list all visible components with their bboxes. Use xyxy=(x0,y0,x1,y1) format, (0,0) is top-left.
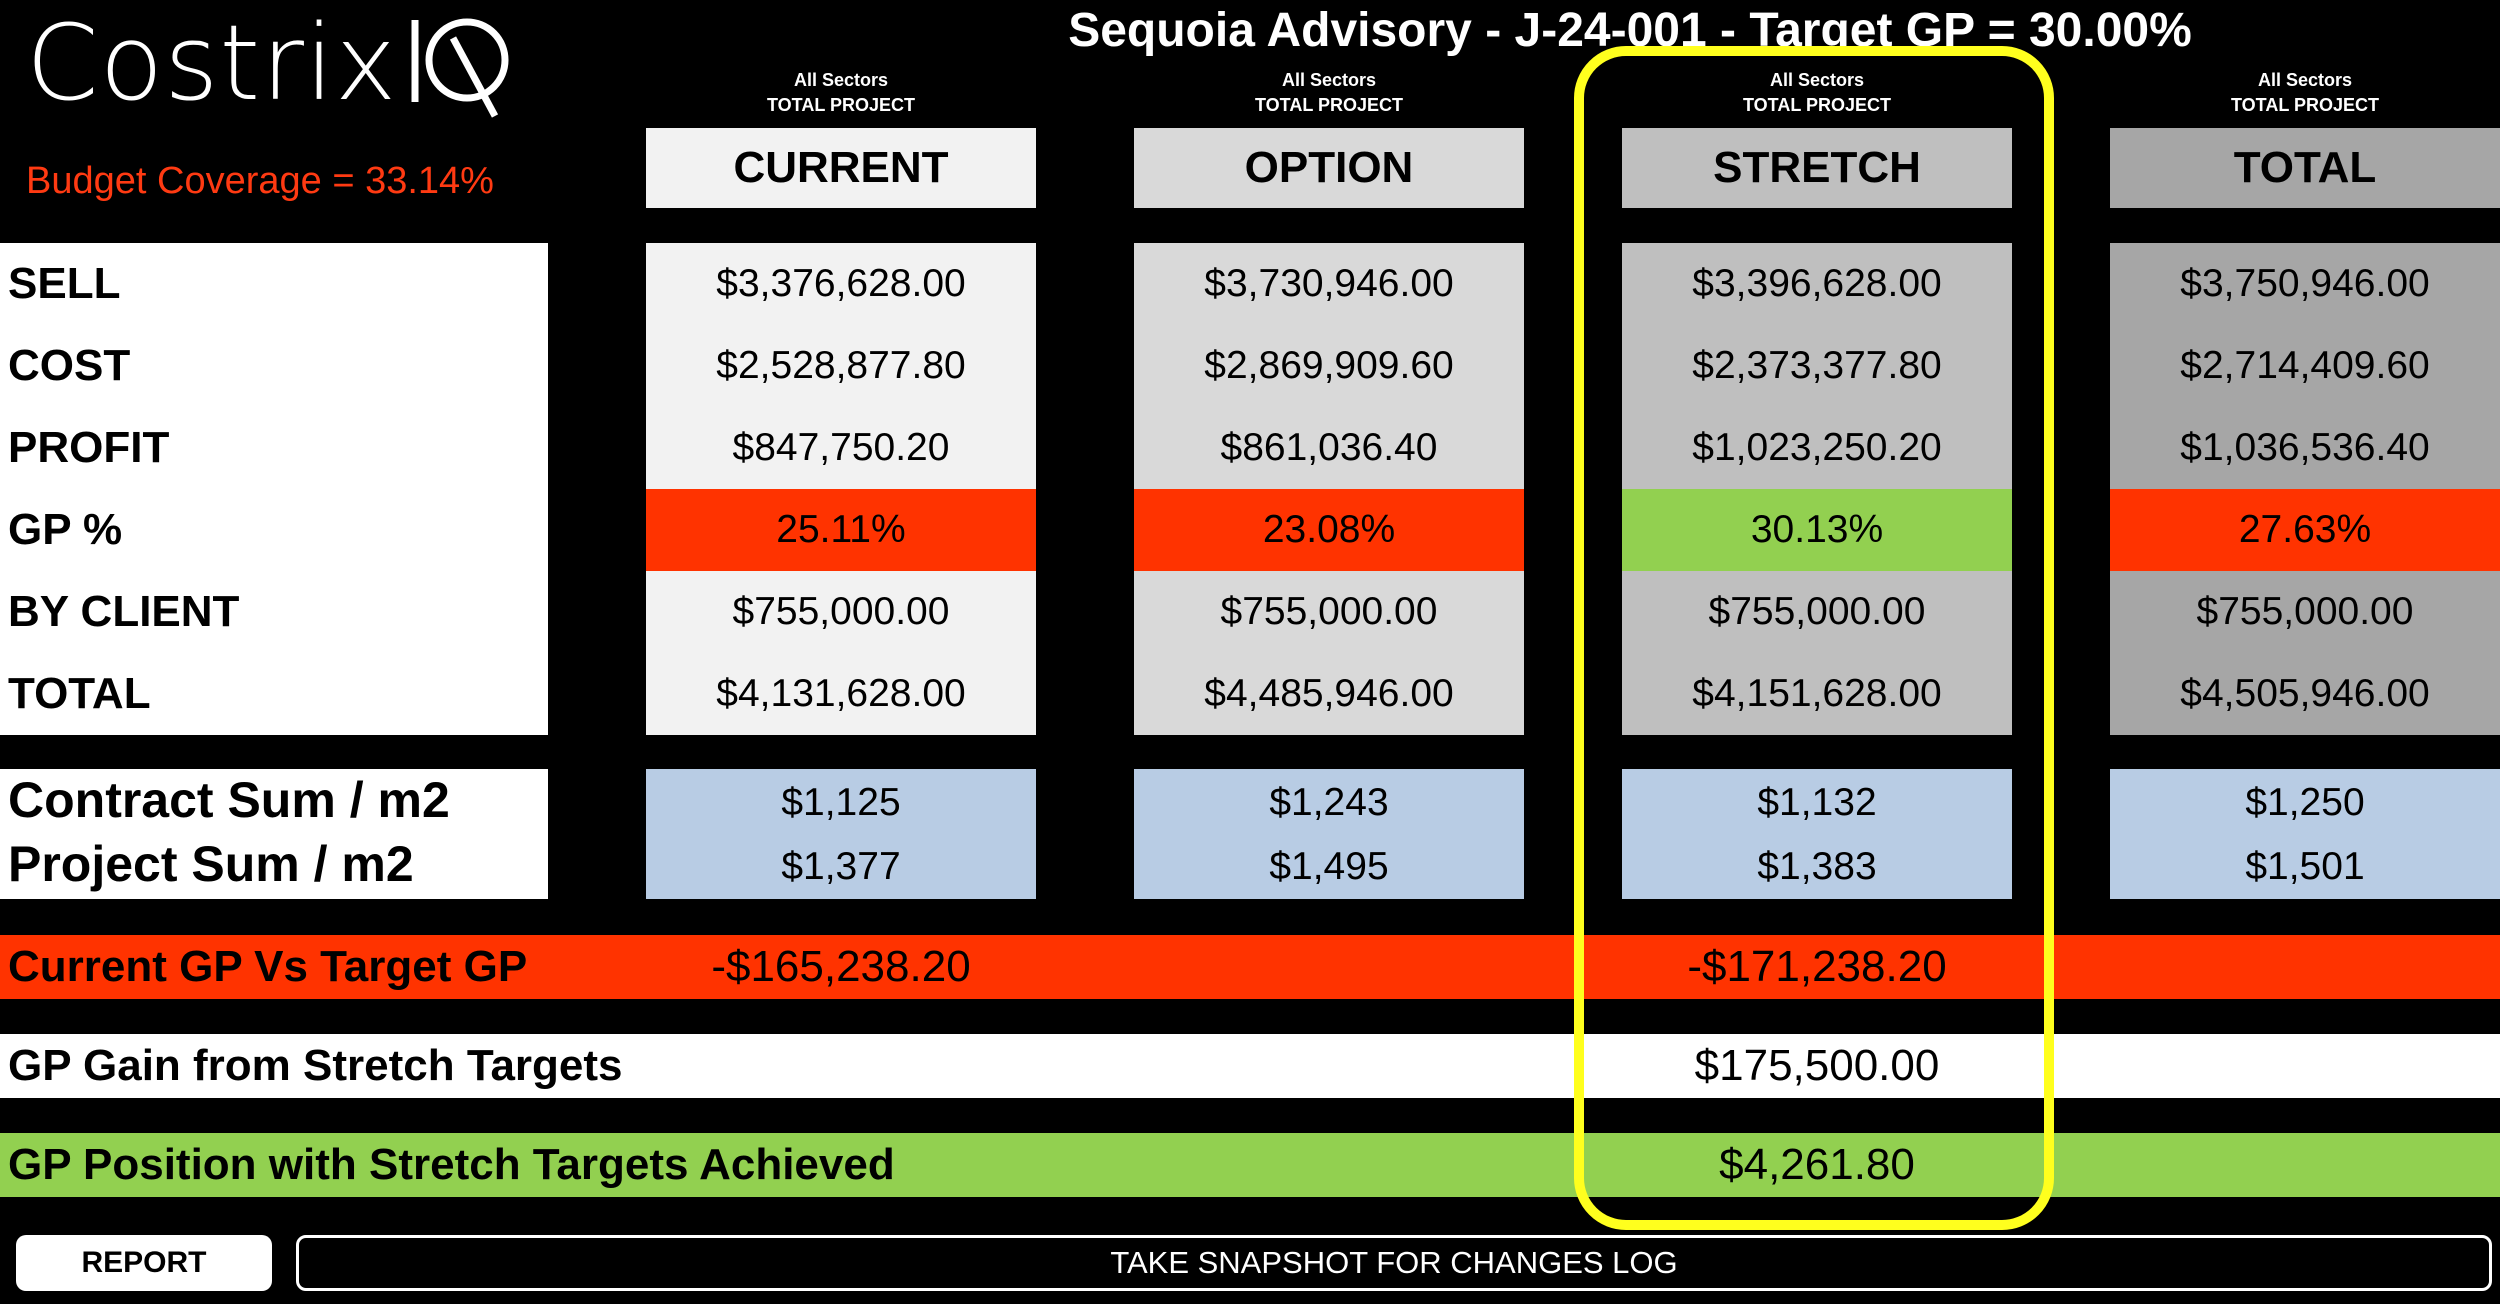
gp-percent-value: 23.08% xyxy=(1134,489,1524,571)
contract-sum-m2-label: Contract Sum / m2 xyxy=(8,772,450,828)
column-header-current: CURRENT xyxy=(646,128,1036,208)
stretch-highlight-outline xyxy=(1574,46,2054,1230)
by-client-value: $755,000.00 xyxy=(732,590,950,633)
sell-value: $3,750,946.00 xyxy=(2180,262,2430,305)
per-m2-total: $1,250 $1,501 xyxy=(2110,769,2500,899)
per-m2-option: $1,243 $1,495 xyxy=(1134,769,1524,899)
per-m2-stretch: $1,132 $1,383 xyxy=(1622,769,2012,899)
project-sum-m2-value: $1,377 xyxy=(781,845,901,888)
row-label-by-client: BY CLIENT xyxy=(8,587,240,636)
current-vs-target-stretch-value: -$171,238.20 xyxy=(1687,942,1947,991)
profit-value: $861,036.40 xyxy=(1220,426,1438,469)
sell-value: $3,730,946.00 xyxy=(1204,262,1454,305)
caption-line: All Sectors xyxy=(1281,70,1377,90)
contract-sum-m2-value: $1,243 xyxy=(1269,781,1389,824)
caption-line: TOTAL PROJECT xyxy=(1254,95,1404,115)
caption-line: TOTAL PROJECT xyxy=(1742,95,1892,115)
gp-gain-label: GP Gain from Stretch Targets xyxy=(8,1041,623,1090)
budget-coverage: Budget Coverage = 33.14% xyxy=(26,160,494,202)
column-header-stretch: STRETCH xyxy=(1622,128,2012,208)
profit-value: $847,750.20 xyxy=(732,426,950,469)
logo-wordmark: Costrix xyxy=(26,2,398,124)
column-caption-current: All Sectors TOTAL PROJECT xyxy=(646,68,1036,118)
gp-position-label: GP Position with Stretch Targets Achieve… xyxy=(8,1140,895,1189)
column-current: $3,376,628.00 $2,528,877.80 $847,750.20 … xyxy=(646,243,1036,735)
gp-gain-band: GP Gain from Stretch Targets $175,500.00 xyxy=(0,1034,2500,1098)
cost-value: $2,373,377.80 xyxy=(1692,344,1942,387)
caption-line: All Sectors xyxy=(793,70,889,90)
gp-percent-value: 25.11% xyxy=(646,489,1036,571)
column-option: $3,730,946.00 $2,869,909.60 $861,036.40 … xyxy=(1134,243,1524,735)
logo-iq-mark-icon xyxy=(411,18,509,118)
row-label-total: TOTAL xyxy=(8,669,151,718)
take-snapshot-button[interactable]: TAKE SNAPSHOT FOR CHANGES LOG xyxy=(296,1235,2492,1291)
gp-position-value: $4,261.80 xyxy=(1719,1140,1915,1189)
costrix-logo: Costrix xyxy=(26,2,546,124)
contract-sum-m2-value: $1,132 xyxy=(1757,781,1877,824)
row-label-cost: COST xyxy=(8,341,131,390)
column-stretch: $3,396,628.00 $2,373,377.80 $1,023,250.2… xyxy=(1622,243,2012,735)
row-label-sell: SELL xyxy=(8,259,121,308)
cost-value: $2,528,877.80 xyxy=(716,344,966,387)
row-labels-panel: SELL COST PROFIT GP % BY CLIENT TOTAL xyxy=(0,243,548,735)
total-value: $4,131,628.00 xyxy=(716,672,966,715)
total-value: $4,151,628.00 xyxy=(1692,672,1942,715)
current-vs-target-band: Current GP Vs Target GP -$165,238.20 -$1… xyxy=(0,935,2500,999)
by-client-value: $755,000.00 xyxy=(1708,590,1926,633)
column-caption-option: All Sectors TOTAL PROJECT xyxy=(1134,68,1524,118)
cost-value: $2,714,409.60 xyxy=(2180,344,2430,387)
column-caption-total: All Sectors TOTAL PROJECT xyxy=(2110,68,2500,118)
gp-position-band: GP Position with Stretch Targets Achieve… xyxy=(0,1133,2500,1197)
per-m2-current: $1,125 $1,377 xyxy=(646,769,1036,899)
column-header-option: OPTION xyxy=(1134,128,1524,208)
by-client-value: $755,000.00 xyxy=(1220,590,1438,633)
sell-value: $3,396,628.00 xyxy=(1692,262,1942,305)
column-header-total: TOTAL xyxy=(2110,128,2500,208)
profit-value: $1,023,250.20 xyxy=(1692,426,1942,469)
sell-value: $3,376,628.00 xyxy=(716,262,966,305)
project-sum-m2-value: $1,501 xyxy=(2245,845,2365,888)
gp-percent-value: 30.13% xyxy=(1622,489,2012,571)
contract-sum-m2-value: $1,250 xyxy=(2245,781,2365,824)
gp-gain-value: $175,500.00 xyxy=(1694,1041,1940,1090)
total-value: $4,505,946.00 xyxy=(2180,672,2430,715)
contract-sum-m2-value: $1,125 xyxy=(781,781,901,824)
by-client-value: $755,000.00 xyxy=(2196,590,2414,633)
cost-value: $2,869,909.60 xyxy=(1204,344,1454,387)
report-button[interactable]: REPORT xyxy=(16,1235,272,1291)
current-vs-target-current-value: -$165,238.20 xyxy=(711,942,971,991)
caption-line: All Sectors xyxy=(1769,70,1865,90)
caption-line: All Sectors xyxy=(2257,70,2353,90)
current-vs-target-label: Current GP Vs Target GP xyxy=(8,942,528,991)
row-label-gp: GP % xyxy=(8,505,123,554)
caption-line: TOTAL PROJECT xyxy=(766,95,916,115)
caption-line: TOTAL PROJECT xyxy=(2230,95,2380,115)
per-m2-labels-panel: Contract Sum / m2 Project Sum / m2 xyxy=(0,769,548,899)
project-sum-m2-label: Project Sum / m2 xyxy=(8,836,414,892)
total-value: $4,485,946.00 xyxy=(1204,672,1454,715)
project-sum-m2-value: $1,383 xyxy=(1757,845,1877,888)
row-label-profit: PROFIT xyxy=(8,423,170,472)
project-sum-m2-value: $1,495 xyxy=(1269,845,1389,888)
column-total: $3,750,946.00 $2,714,409.60 $1,036,536.4… xyxy=(2110,243,2500,735)
profit-value: $1,036,536.40 xyxy=(2180,426,2430,469)
gp-percent-value: 27.63% xyxy=(2110,489,2500,571)
column-caption-stretch: All Sectors TOTAL PROJECT xyxy=(1622,68,2012,118)
